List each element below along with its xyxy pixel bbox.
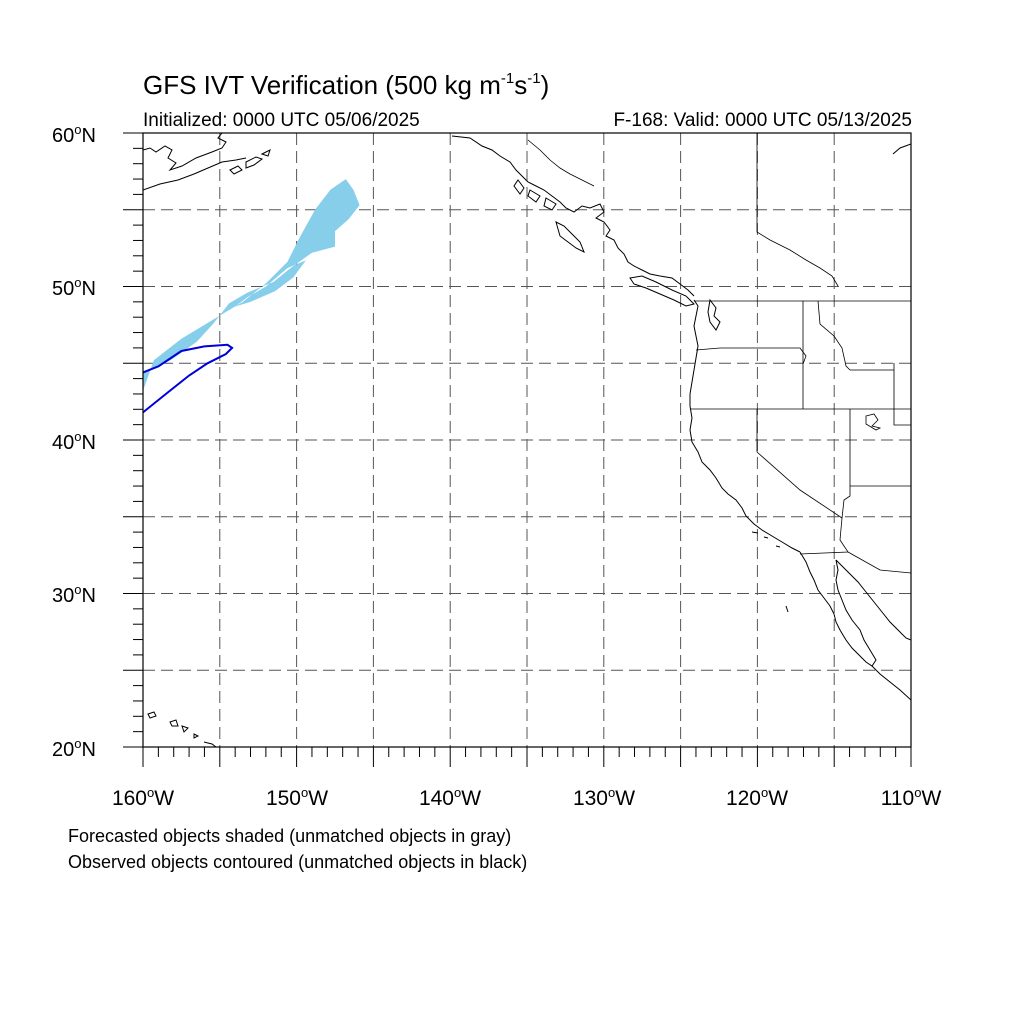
guadalupe-island <box>785 605 789 613</box>
az-mexico-border <box>847 551 911 574</box>
lat-label-20: 20oN <box>52 736 96 761</box>
legend-forecast-note: Forecasted objects shaded (unmatched obj… <box>68 826 512 846</box>
haida-gwaii <box>555 221 585 254</box>
mexico-coast <box>835 559 911 641</box>
mexico-coast-south <box>871 665 911 701</box>
lon-label-150w: 150oW <box>265 785 329 810</box>
idaho-border <box>802 300 894 409</box>
channel-islands <box>751 531 781 548</box>
axis-ticks <box>123 132 912 767</box>
vancouver-island <box>629 275 695 307</box>
lat-label-30: 30oN <box>52 582 96 607</box>
valid-time: F-168: Valid: 0000 UTC 05/13/2025 <box>613 110 912 131</box>
lon-label-120w: 120oW <box>725 785 789 810</box>
kodiak-island <box>245 156 264 169</box>
great-salt-lake <box>865 413 882 431</box>
puget-sound <box>707 298 721 331</box>
map-frame <box>142 132 912 748</box>
lat-label-40: 40oN <box>52 429 96 454</box>
bc-interior-river <box>756 133 839 287</box>
alaska-coast-south <box>143 157 247 191</box>
basemap <box>143 133 911 747</box>
alaska-interior-border <box>527 139 595 187</box>
wa-or-border <box>695 347 807 365</box>
us-west-coast <box>689 299 801 553</box>
initialized-time: Initialized: 0000 UTC 05/06/2025 <box>143 110 420 131</box>
nv-az-border <box>841 409 851 519</box>
lon-label-140w: 140oW <box>418 785 482 810</box>
lon-label-160w: 160oW <box>111 785 175 810</box>
lat-label-50: 50oN <box>52 275 96 300</box>
lon-label-130w: 130oW <box>572 785 636 810</box>
baja-california <box>799 551 877 667</box>
forecast-object <box>143 179 360 391</box>
lon-label-110w: 110oW <box>880 785 942 810</box>
alaska-coast <box>143 133 227 172</box>
bc-coast <box>451 135 695 297</box>
hawaii-islands <box>147 711 217 747</box>
observed-object-contour <box>143 343 234 414</box>
alaska-islands <box>229 149 271 175</box>
legend-observed-note: Observed objects contoured (unmatched ob… <box>68 852 528 872</box>
wy-border <box>893 363 911 426</box>
graticule <box>143 133 911 747</box>
canada-corner <box>892 143 911 155</box>
chart-title: GFS IVT Verification (500 kg m-1s-1) <box>143 70 550 100</box>
bc-islands <box>513 179 557 211</box>
lat-label-60: 60oN <box>52 122 96 147</box>
